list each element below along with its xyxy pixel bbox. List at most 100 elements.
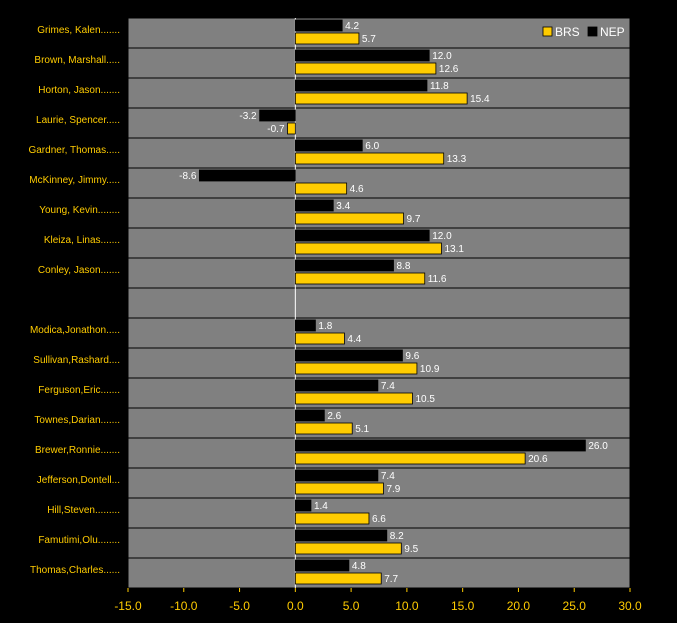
data-label-nep-grimes-kalen: 4.2	[345, 21, 359, 32]
bar-nep-townes-darian	[294, 409, 325, 422]
data-label-nep-brewer-ronnie: 26.0	[588, 441, 608, 452]
bar-nep-sullivan-rashard	[294, 349, 403, 362]
bars: 4.25.7 12.0 12.6 11.8 15.4 -3.2 -0.7 6.0 13.3 -8.…	[179, 19, 608, 585]
data-label-nep-horton-jason: 11.8	[430, 81, 449, 92]
data-label-nep-famutimi-olu: 8.2	[390, 531, 404, 542]
x-tick-label: 5.0	[343, 599, 360, 613]
category-label: Ferguson,Eric.......	[38, 385, 120, 396]
data-label-nep-conley-jason: 8.8	[397, 261, 411, 272]
bar-nep-famutimi-olu	[294, 529, 388, 542]
category-label: Laurie, Spencer.....	[36, 115, 120, 126]
data-label-nep-jefferson-dontell: 7.4	[381, 471, 395, 482]
data-label-brs-gardner-thomas: 13.3	[447, 154, 467, 165]
bar-nep-laurie-spencer	[259, 109, 296, 122]
bar-brs-brewer-ronnie	[294, 452, 526, 465]
bar-brs-mckinney-jimmy	[294, 182, 348, 195]
data-label-brs-brown-marshall: 12.6	[439, 64, 459, 75]
data-label-brs-grimes-kalen: 5.7	[362, 34, 376, 45]
data-label-brs-young-kevin: 9.7	[407, 214, 421, 225]
data-label-brs-townes-darian: 5.1	[355, 424, 369, 435]
category-label: Brewer,Ronnie.......	[35, 445, 120, 456]
category-label: Sullivan,Rashard....	[33, 355, 120, 366]
category-label: Modica,Jonathon.....	[30, 325, 120, 336]
data-label-brs-horton-jason: 15.4	[470, 94, 490, 105]
x-tick-label: -5.0	[229, 599, 250, 613]
bar-brs-kleiza-linas	[294, 242, 442, 255]
legend-label-nep: NEP	[600, 25, 625, 39]
data-label-nep-young-kevin: 3.4	[336, 201, 350, 212]
bar-nep-mckinney-jimmy	[198, 169, 296, 182]
category-label: Jefferson,Dontell...	[37, 475, 120, 486]
bar-brs-laurie-spencer	[287, 122, 296, 135]
legend-label-brs: BRS	[555, 25, 580, 39]
x-tick-label: 20.0	[507, 599, 531, 613]
axes: Grimes, Kalen....... Brown, Marshall.....…	[28, 25, 642, 613]
data-label-nep-kleiza-linas: 12.0	[432, 231, 452, 242]
x-tick-label: 10.0	[395, 599, 419, 613]
x-tick-label: 25.0	[563, 599, 587, 613]
category-label: Grimes, Kalen.......	[37, 25, 120, 36]
category-label: McKinney, Jimmy.....	[29, 175, 120, 186]
data-label-brs-ferguson-eric: 10.5	[415, 394, 435, 405]
bar-nep-thomas-charles	[294, 559, 350, 572]
bar-brs-gardner-thomas	[294, 152, 445, 165]
category-label: Young, Kevin........	[39, 205, 120, 216]
bar-brs-sullivan-rashard	[294, 362, 418, 375]
x-tick-label: 0.0	[287, 599, 304, 613]
data-label-nep-laurie-spencer: -3.2	[239, 111, 257, 122]
bar-brs-ferguson-eric	[294, 392, 413, 405]
legend-swatch-nep	[587, 26, 598, 37]
plot-border	[127, 17, 631, 589]
data-label-brs-laurie-spencer: -0.7	[267, 124, 285, 135]
data-label-brs-modica-jonathon: 4.4	[347, 334, 361, 345]
bar-nep-brewer-ronnie	[294, 439, 586, 452]
data-label-nep-modica-jonathon: 1.8	[318, 321, 332, 332]
bar-brs-young-kevin	[294, 212, 404, 225]
bar-brs-brown-marshall	[294, 62, 437, 75]
bar-brs-famutimi-olu	[294, 542, 402, 555]
x-tick-label: 15.0	[451, 599, 475, 613]
bar-nep-young-kevin	[294, 199, 334, 212]
bar-brs-hill-steven	[294, 512, 370, 525]
category-label: Kleiza, Linas.......	[44, 235, 120, 246]
category-label: Horton, Jason.......	[38, 85, 120, 96]
bar-nep-modica-jonathon	[294, 319, 316, 332]
bar-brs-jefferson-dontell	[294, 482, 384, 495]
bar-brs-horton-jason	[294, 92, 468, 105]
data-label-nep-townes-darian: 2.6	[327, 411, 341, 422]
data-label-brs-jefferson-dontell: 7.9	[386, 484, 400, 495]
category-label: Hill,Steven.........	[47, 505, 120, 516]
data-label-nep-hill-steven: 1.4	[314, 501, 328, 512]
bar-brs-thomas-charles	[294, 572, 382, 585]
category-label: Famutimi,Olu........	[38, 535, 120, 546]
bar-brs-grimes-kalen	[294, 32, 360, 45]
category-label: Townes,Darian.......	[34, 415, 120, 426]
data-label-brs-conley-jason: 11.6	[428, 274, 447, 285]
data-label-brs-brewer-ronnie: 20.6	[528, 454, 548, 465]
data-label-nep-ferguson-eric: 7.4	[381, 381, 395, 392]
data-label-brs-sullivan-rashard: 10.9	[420, 364, 440, 375]
data-label-brs-thomas-charles: 7.7	[384, 574, 398, 585]
data-label-nep-thomas-charles: 4.8	[352, 561, 366, 572]
legend: BRS NEP	[542, 25, 625, 39]
bar-nep-hill-steven	[294, 499, 312, 512]
category-label: Brown, Marshall.....	[34, 55, 120, 66]
data-label-nep-sullivan-rashard: 9.6	[405, 351, 419, 362]
data-label-nep-brown-marshall: 12.0	[432, 51, 452, 62]
legend-swatch-brs	[542, 26, 553, 37]
bar-nep-conley-jason	[294, 259, 394, 272]
bar-brs-conley-jason	[294, 272, 426, 285]
data-label-nep-mckinney-jimmy: -8.6	[179, 171, 197, 182]
bar-nep-kleiza-linas	[294, 229, 430, 242]
data-label-brs-hill-steven: 6.6	[372, 514, 386, 525]
x-tick-label: 30.0	[618, 599, 642, 613]
bar-brs-townes-darian	[294, 422, 353, 435]
bar-nep-horton-jason	[294, 79, 428, 92]
x-tick-label: -15.0	[114, 599, 142, 613]
bar-nep-gardner-thomas	[294, 139, 363, 152]
category-label: Conley, Jason.......	[38, 265, 120, 276]
bar-brs-modica-jonathon	[294, 332, 345, 345]
bar-nep-jefferson-dontell	[294, 469, 379, 482]
data-label-brs-mckinney-jimmy: 4.6	[350, 184, 364, 195]
